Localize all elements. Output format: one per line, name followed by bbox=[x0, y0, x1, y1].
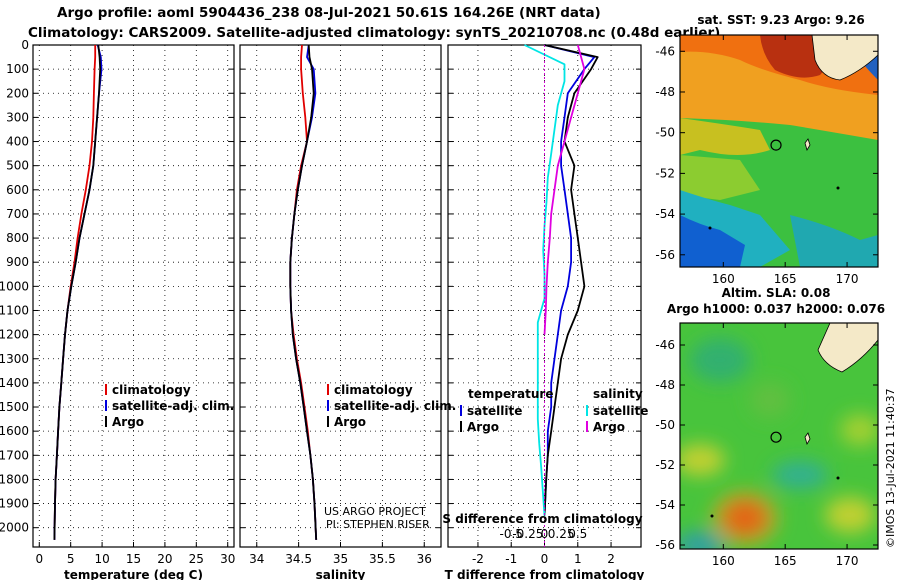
figure-title-line2: Climatology: CARS2009. Satellite-adjuste… bbox=[28, 25, 721, 41]
depth-tick-label: 900 bbox=[6, 255, 29, 269]
credit-project: US ARGO PROJECT bbox=[324, 505, 426, 518]
sst-map-ytick-label: -52 bbox=[655, 166, 675, 180]
sal-xtick-label: 35.5 bbox=[369, 552, 396, 566]
sst-map-xtick-label: 170 bbox=[836, 272, 859, 286]
diff-line-t-satellite bbox=[543, 44, 596, 516]
depth-tick-label: 100 bbox=[6, 62, 29, 76]
temp-legend-1: satellite-adj. clim. bbox=[112, 399, 234, 413]
sst-map-ytick-label: -56 bbox=[655, 248, 675, 262]
credit-imos: ©IMOS 13-Jul-2021 11:40:37 bbox=[884, 388, 897, 548]
diff-xtick-label: -1 bbox=[505, 552, 517, 566]
sst-map-ytick-label: -46 bbox=[655, 44, 675, 58]
sst-map-argo-marker bbox=[770, 139, 782, 151]
sal-xtick-label: 36 bbox=[417, 552, 432, 566]
depth-tick-label: 1400 bbox=[0, 376, 29, 390]
sla-map-ytick-label: -54 bbox=[655, 498, 675, 512]
diff-xlabel: T difference from climatology bbox=[445, 568, 645, 580]
sal-xtick-label: 34.5 bbox=[285, 552, 312, 566]
diff-line-s-satellite bbox=[524, 44, 566, 516]
sla-map-ytick-label: -46 bbox=[655, 338, 675, 352]
diff-top-tick-label: -0.5 bbox=[500, 527, 523, 541]
temp-xtick-label: 25 bbox=[189, 552, 204, 566]
sal-legend-1: satellite-adj. clim. bbox=[334, 399, 456, 413]
depth-tick-label: 600 bbox=[6, 183, 29, 197]
depth-tick-label: 700 bbox=[6, 207, 29, 221]
diff-top-tick-label: 0.25 bbox=[548, 527, 575, 541]
depth-tick-label: 2000 bbox=[0, 521, 29, 535]
sla-map-ytick-label: -48 bbox=[655, 378, 675, 392]
sla-map-image bbox=[680, 323, 878, 549]
sal-legend-2: Argo bbox=[334, 415, 366, 429]
sla-map-title-line1: Altim. SLA: 0.08 bbox=[722, 286, 831, 300]
depth-tick-label: 1000 bbox=[0, 279, 29, 293]
sla-map-xtick-label: 165 bbox=[774, 554, 797, 568]
depth-tick-label: 1300 bbox=[0, 352, 29, 366]
diff-legend-temp-1: Argo bbox=[467, 420, 499, 434]
depth-tick-label: 1500 bbox=[0, 400, 29, 414]
sst-map-ytick-label: -50 bbox=[655, 126, 675, 140]
diff-legend-temp-0: satellite bbox=[467, 404, 522, 418]
temp-xtick-label: 15 bbox=[126, 552, 141, 566]
temp-xtick-label: 10 bbox=[94, 552, 109, 566]
depth-tick-label: 300 bbox=[6, 110, 29, 124]
sal-xtick-label: 35 bbox=[333, 552, 348, 566]
diff-legend-sal-1: Argo bbox=[593, 420, 625, 434]
temp-xlabel: temperature (deg C) bbox=[64, 568, 203, 580]
sla-map-ytick-label: -52 bbox=[655, 458, 675, 472]
sal-xtick-label: 34 bbox=[249, 552, 264, 566]
sal-xlabel: salinity bbox=[316, 568, 366, 580]
depth-tick-label: 800 bbox=[6, 231, 29, 245]
diff-xtick-label: 2 bbox=[607, 552, 615, 566]
diff-line-t-argo bbox=[543, 44, 599, 516]
sst-map-ytick-label: -54 bbox=[655, 207, 675, 221]
credit-pi: PI: STEPHEN RISER bbox=[326, 518, 430, 531]
sst-map-title: sat. SST: 9.23 Argo: 9.26 bbox=[697, 13, 864, 27]
sla-map-argo-marker bbox=[770, 431, 782, 443]
sla-map-xtick-label: 160 bbox=[712, 554, 735, 568]
temp-xtick-label: 5 bbox=[67, 552, 75, 566]
temp-line-argo bbox=[53, 44, 102, 540]
temp-legend-0: climatology bbox=[112, 383, 191, 397]
temp-xtick-label: 0 bbox=[35, 552, 43, 566]
diff-xtick-label: 1 bbox=[574, 552, 582, 566]
sla-map-frame bbox=[679, 322, 879, 550]
depth-tick-label: 200 bbox=[6, 86, 29, 100]
diff-line-s-argo bbox=[543, 44, 586, 335]
temp-xtick-label: 20 bbox=[157, 552, 172, 566]
depth-tick-label: 1100 bbox=[0, 303, 29, 317]
depth-tick-label: 400 bbox=[6, 135, 29, 149]
sst-map-xtick-label: 160 bbox=[712, 272, 735, 286]
depth-tick-label: 0 bbox=[21, 38, 29, 52]
sst-map-frame bbox=[679, 34, 879, 268]
diff-legend-temp-title: temperature bbox=[468, 387, 553, 401]
diff-xlabel-top: S difference from climatology bbox=[442, 512, 642, 526]
diff-xtick-label: 0 bbox=[541, 552, 549, 566]
sst-map-ytick-label: -48 bbox=[655, 85, 675, 99]
diff-top-tick-label: 0 bbox=[541, 527, 549, 541]
sal-line-argo bbox=[289, 44, 318, 540]
sst-map-xtick-label: 165 bbox=[774, 272, 797, 286]
sla-map-xtick-label: 170 bbox=[836, 554, 859, 568]
depth-tick-label: 1200 bbox=[0, 328, 29, 342]
depth-tick-label: 1700 bbox=[0, 448, 29, 462]
diff-legend-sal-0: satellite bbox=[593, 404, 648, 418]
depth-tick-label: 1800 bbox=[0, 472, 29, 486]
figure-title-line1: Argo profile: aoml 5904436_238 08-Jul-20… bbox=[57, 5, 601, 21]
depth-tick-label: 500 bbox=[6, 159, 29, 173]
temp-legend-2: Argo bbox=[112, 415, 144, 429]
depth-tick-label: 1900 bbox=[0, 497, 29, 511]
sal-legend-0: climatology bbox=[334, 383, 413, 397]
diff-top-tick-label: 0.5 bbox=[568, 527, 587, 541]
temp-xtick-label: 30 bbox=[220, 552, 235, 566]
sla-map-ytick-label: -50 bbox=[655, 418, 675, 432]
diff-top-tick-label: -0.25 bbox=[512, 527, 543, 541]
depth-tick-label: 1600 bbox=[0, 424, 29, 438]
diff-legend-sal-title: salinity bbox=[593, 387, 643, 401]
sla-map-ytick-label: -56 bbox=[655, 538, 675, 552]
sla-map-title-line2: Argo h1000: 0.037 h2000: 0.076 bbox=[667, 302, 885, 316]
diff-xtick-label: -2 bbox=[472, 552, 484, 566]
sst-map-image bbox=[680, 35, 878, 267]
